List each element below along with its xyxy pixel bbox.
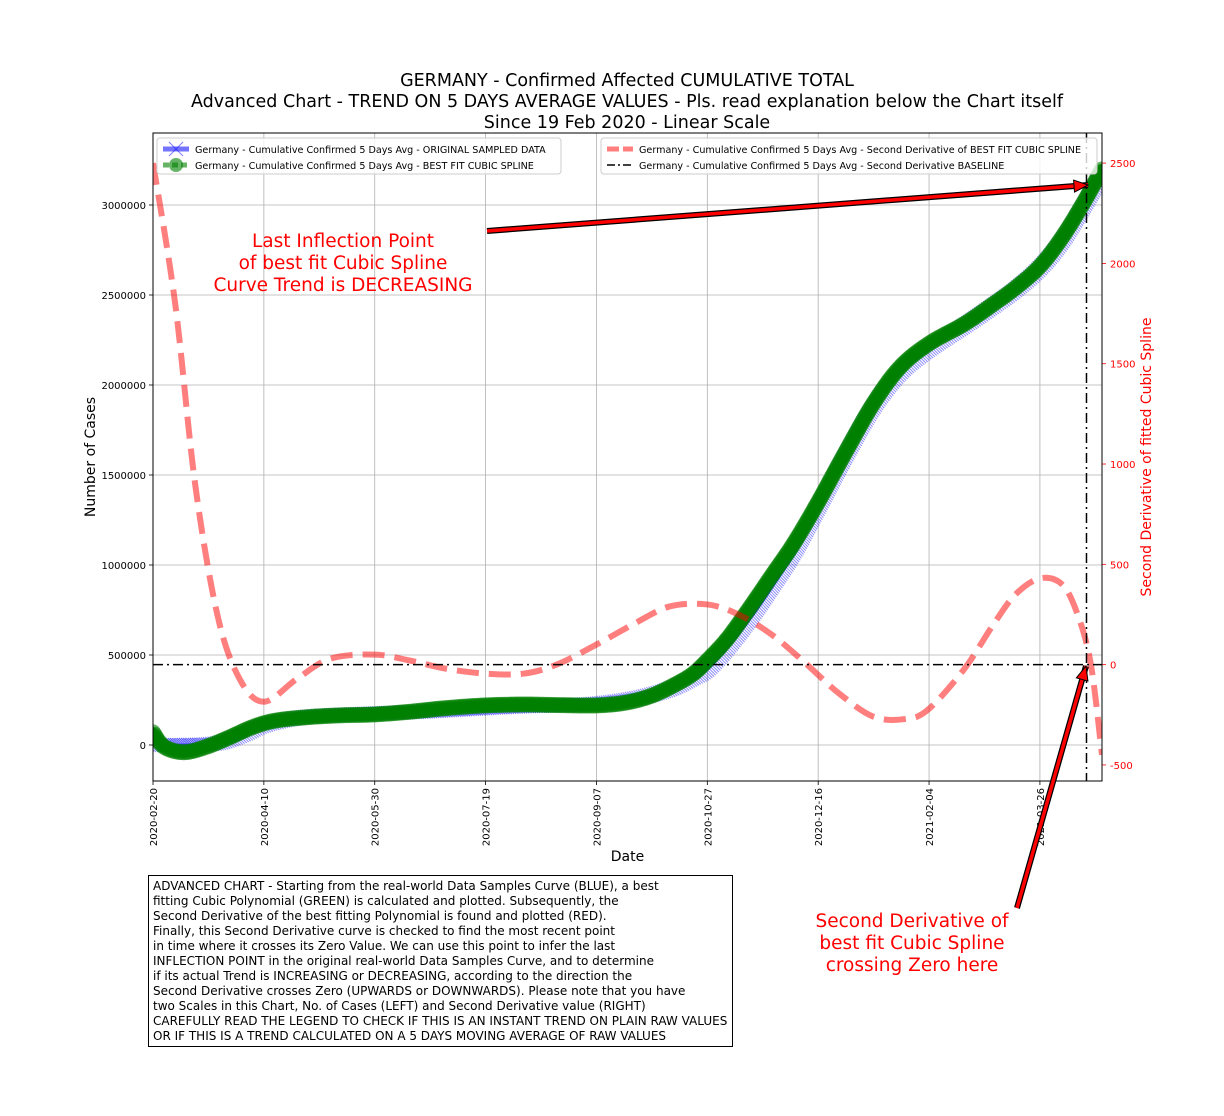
x-tick-label: 2020-07-19	[482, 788, 493, 846]
series-cubic-spline-markers	[153, 161, 1102, 761]
plot-frame	[152, 132, 1103, 782]
y2-tick-label: 500	[1110, 560, 1129, 571]
x-tick-label: 2020-09-07	[592, 788, 603, 846]
legend-marker	[169, 158, 183, 172]
y2-tick-label: 1000	[1110, 460, 1135, 471]
explanation-line: Finally, this Second Derivative curve is…	[153, 924, 615, 938]
explanation-box: ADVANCED CHART - Starting from the real-…	[148, 875, 733, 1047]
y-tick-label: 3000000	[101, 201, 146, 212]
explanation-line: in time where it crosses its Zero Value.…	[153, 939, 616, 953]
y-tick-label: 1000000	[101, 561, 146, 572]
y2-tick-label: 2500	[1110, 159, 1135, 170]
explanation-line: Second Derivative of the best fitting Po…	[153, 909, 607, 923]
x-tick-label: 2020-04-10	[260, 788, 271, 846]
annotation-inflection-text: Last Inflection Point	[252, 231, 434, 252]
legend-label: Germany - Cumulative Confirmed 5 Days Av…	[639, 161, 1004, 172]
y2-tick-label: 1500	[1110, 360, 1135, 371]
y2-axis-label: Second Derivative of fitted Cubic Spline	[1139, 318, 1155, 597]
y2-tick-label: -500	[1110, 761, 1133, 772]
y2-tick-label: 0	[1110, 661, 1116, 672]
explanation-line: two Scales in this Chart, No. of Cases (…	[153, 999, 646, 1013]
annotation-zero-cross-text: best fit Cubic Spline	[819, 933, 1004, 954]
plot-area	[153, 133, 1102, 781]
annotation-inflection-arrow	[486, 183, 1089, 233]
legend-label: Germany - Cumulative Confirmed 5 Days Av…	[195, 145, 546, 156]
explanation-line: OR IF THIS IS A TREND CALCULATED ON A 5 …	[153, 1029, 667, 1043]
explanation-line: fitting Cubic Polynomial (GREEN) is calc…	[153, 894, 619, 908]
x-tick-label: 2020-05-30	[371, 788, 382, 846]
legend-left: Germany - Cumulative Confirmed 5 Days Av…	[156, 137, 562, 175]
x-tick-label: 2020-02-20	[149, 788, 160, 846]
chart-title-line: GERMANY - Confirmed Affected CUMULATIVE …	[400, 71, 854, 91]
annotation-inflection-arrow-head	[1073, 179, 1090, 193]
x-tick-label: 2020-10-27	[703, 788, 714, 846]
y2-tick-label: 2000	[1110, 259, 1135, 270]
y-tick-label: 1500000	[101, 471, 146, 482]
chart-title-line: Advanced Chart - TREND ON 5 DAYS AVERAGE…	[191, 92, 1064, 112]
legend-frame	[600, 137, 1098, 175]
series-second-derivative-line	[153, 162, 1102, 756]
explanation-line: CAREFULLY READ THE LEGEND TO CHECK IF TH…	[153, 1014, 728, 1028]
legend-marker	[168, 141, 184, 157]
chart-title-line: Since 19 Feb 2020 - Linear Scale	[484, 113, 770, 133]
legend-label: Germany - Cumulative Confirmed 5 Days Av…	[639, 145, 1081, 156]
x-tick-label: 2020-12-16	[814, 788, 825, 846]
y-tick-label: 2000000	[101, 381, 146, 392]
annotation-zero-cross-text: Second Derivative of	[815, 911, 1009, 932]
annotation-zero-cross-arrow	[1015, 665, 1088, 909]
explanation-line: Second Derivative crosses Zero (UPWARDS …	[153, 984, 686, 998]
annotation-zero-cross-arrow-head	[1075, 664, 1089, 682]
legend-right: Germany - Cumulative Confirmed 5 Days Av…	[600, 137, 1098, 175]
y-tick-label: 500000	[108, 651, 146, 662]
annotation-inflection-text: of best fit Cubic Spline	[239, 253, 448, 274]
annotation-inflection-text: Curve Trend is DECREASING	[213, 275, 472, 296]
legend-label: Germany - Cumulative Confirmed 5 Days Av…	[195, 161, 534, 172]
y-tick-label: 2500000	[101, 291, 146, 302]
explanation-line: if its actual Trend is INCREASING or DEC…	[153, 969, 633, 983]
legend-frame	[156, 137, 562, 175]
y-axis-label: Number of Cases	[83, 397, 99, 517]
annotation-zero-cross-text: crossing Zero here	[826, 955, 999, 976]
x-tick-label: 2021-02-04	[925, 788, 936, 846]
explanation-line: INFLECTION POINT in the original real-wo…	[153, 954, 654, 968]
y-tick-label: 0	[140, 741, 146, 752]
x-axis-label: Date	[611, 849, 644, 865]
explanation-line: ADVANCED CHART - Starting from the real-…	[153, 879, 659, 893]
